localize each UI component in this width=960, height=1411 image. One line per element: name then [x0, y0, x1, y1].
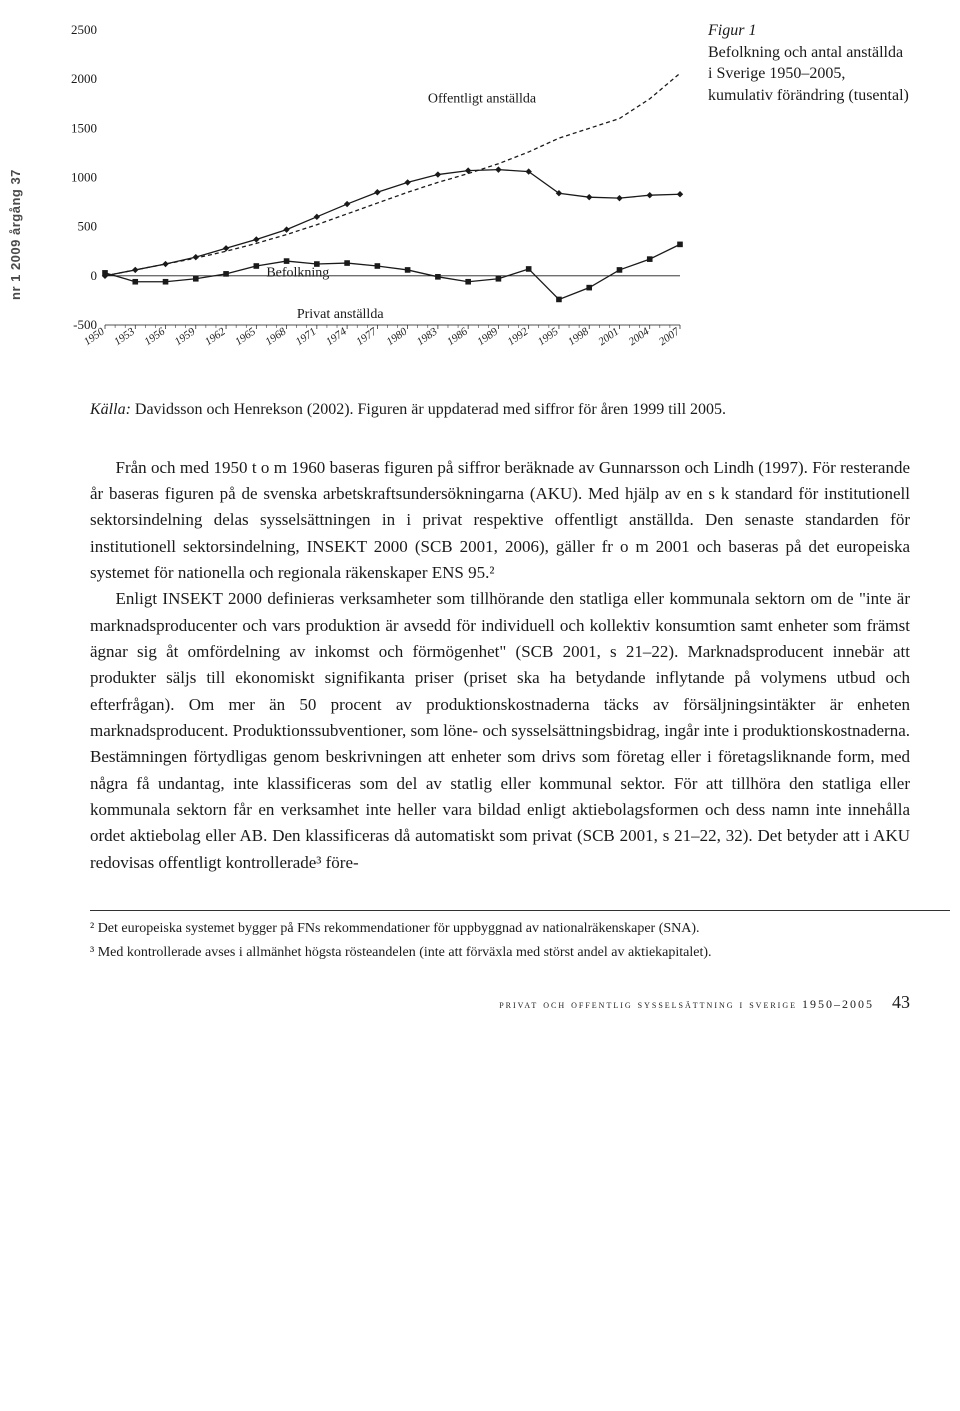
svg-text:1968: 1968	[263, 325, 288, 348]
figure-title: Figur 1	[708, 22, 756, 39]
side-journal-label: nr 1 2009 årgång 37	[8, 169, 23, 300]
footnote-rule	[90, 910, 950, 911]
running-footer: privat och offentlig sysselsättning i sv…	[50, 992, 910, 1013]
svg-text:1989: 1989	[475, 325, 500, 348]
footnote-3: ³ Med kontrollerade avses i allmänhet hö…	[90, 943, 910, 963]
svg-text:1992: 1992	[506, 325, 531, 348]
footnote-2: ² Det europeiska systemet bygger på FNs …	[90, 919, 910, 939]
svg-text:1971: 1971	[294, 326, 319, 348]
svg-text:1986: 1986	[445, 325, 470, 348]
svg-text:1000: 1000	[71, 170, 97, 185]
source-label: Källa:	[90, 401, 131, 418]
body-text: Från och med 1950 t o m 1960 baseras fig…	[90, 455, 910, 877]
running-title: privat och offentlig sysselsättning i sv…	[499, 997, 874, 1012]
svg-text:1977: 1977	[354, 325, 379, 348]
svg-text:1995: 1995	[536, 325, 561, 348]
source-text: Davidsson och Henrekson (2002). Figuren …	[131, 401, 726, 418]
svg-text:500: 500	[78, 219, 98, 234]
svg-text:Offentligt anställda: Offentligt anställda	[428, 92, 537, 107]
figure-caption: Figur 1 Befolkning och antal anställda i…	[708, 20, 910, 106]
svg-text:Befolkning: Befolkning	[266, 266, 329, 281]
svg-text:2000: 2000	[71, 71, 97, 86]
chart-container: -500050010001500200025001950195319561959…	[50, 20, 690, 385]
svg-text:1998: 1998	[566, 325, 591, 348]
svg-text:2500: 2500	[71, 22, 97, 37]
svg-text:0: 0	[91, 268, 98, 283]
figure-source: Källa: Davidsson och Henrekson (2002). F…	[90, 399, 910, 421]
svg-text:1500: 1500	[71, 120, 97, 135]
page-number: 43	[892, 992, 910, 1013]
svg-text:2007: 2007	[657, 325, 682, 348]
line-chart: -500050010001500200025001950195319561959…	[50, 20, 690, 380]
svg-text:2001: 2001	[596, 326, 621, 348]
svg-text:1959: 1959	[173, 325, 198, 348]
svg-text:1980: 1980	[384, 325, 409, 348]
svg-text:1974: 1974	[324, 325, 349, 348]
svg-text:2004: 2004	[627, 325, 652, 348]
svg-text:1965: 1965	[233, 325, 258, 348]
paragraph-2: Enligt INSEKT 2000 definieras verksamhet…	[90, 586, 910, 876]
svg-text:Privat anställda: Privat anställda	[297, 307, 384, 322]
svg-text:1962: 1962	[203, 325, 228, 348]
figure-block: -500050010001500200025001950195319561959…	[50, 20, 910, 385]
paragraph-1: Från och med 1950 t o m 1960 baseras fig…	[90, 455, 910, 587]
footnotes: ² Det europeiska systemet bygger på FNs …	[90, 919, 910, 962]
svg-text:1953: 1953	[112, 325, 137, 348]
svg-text:1956: 1956	[142, 325, 167, 348]
figure-caption-text: Befolkning och antal anställda i Sverige…	[708, 44, 909, 104]
svg-text:1983: 1983	[415, 325, 440, 348]
